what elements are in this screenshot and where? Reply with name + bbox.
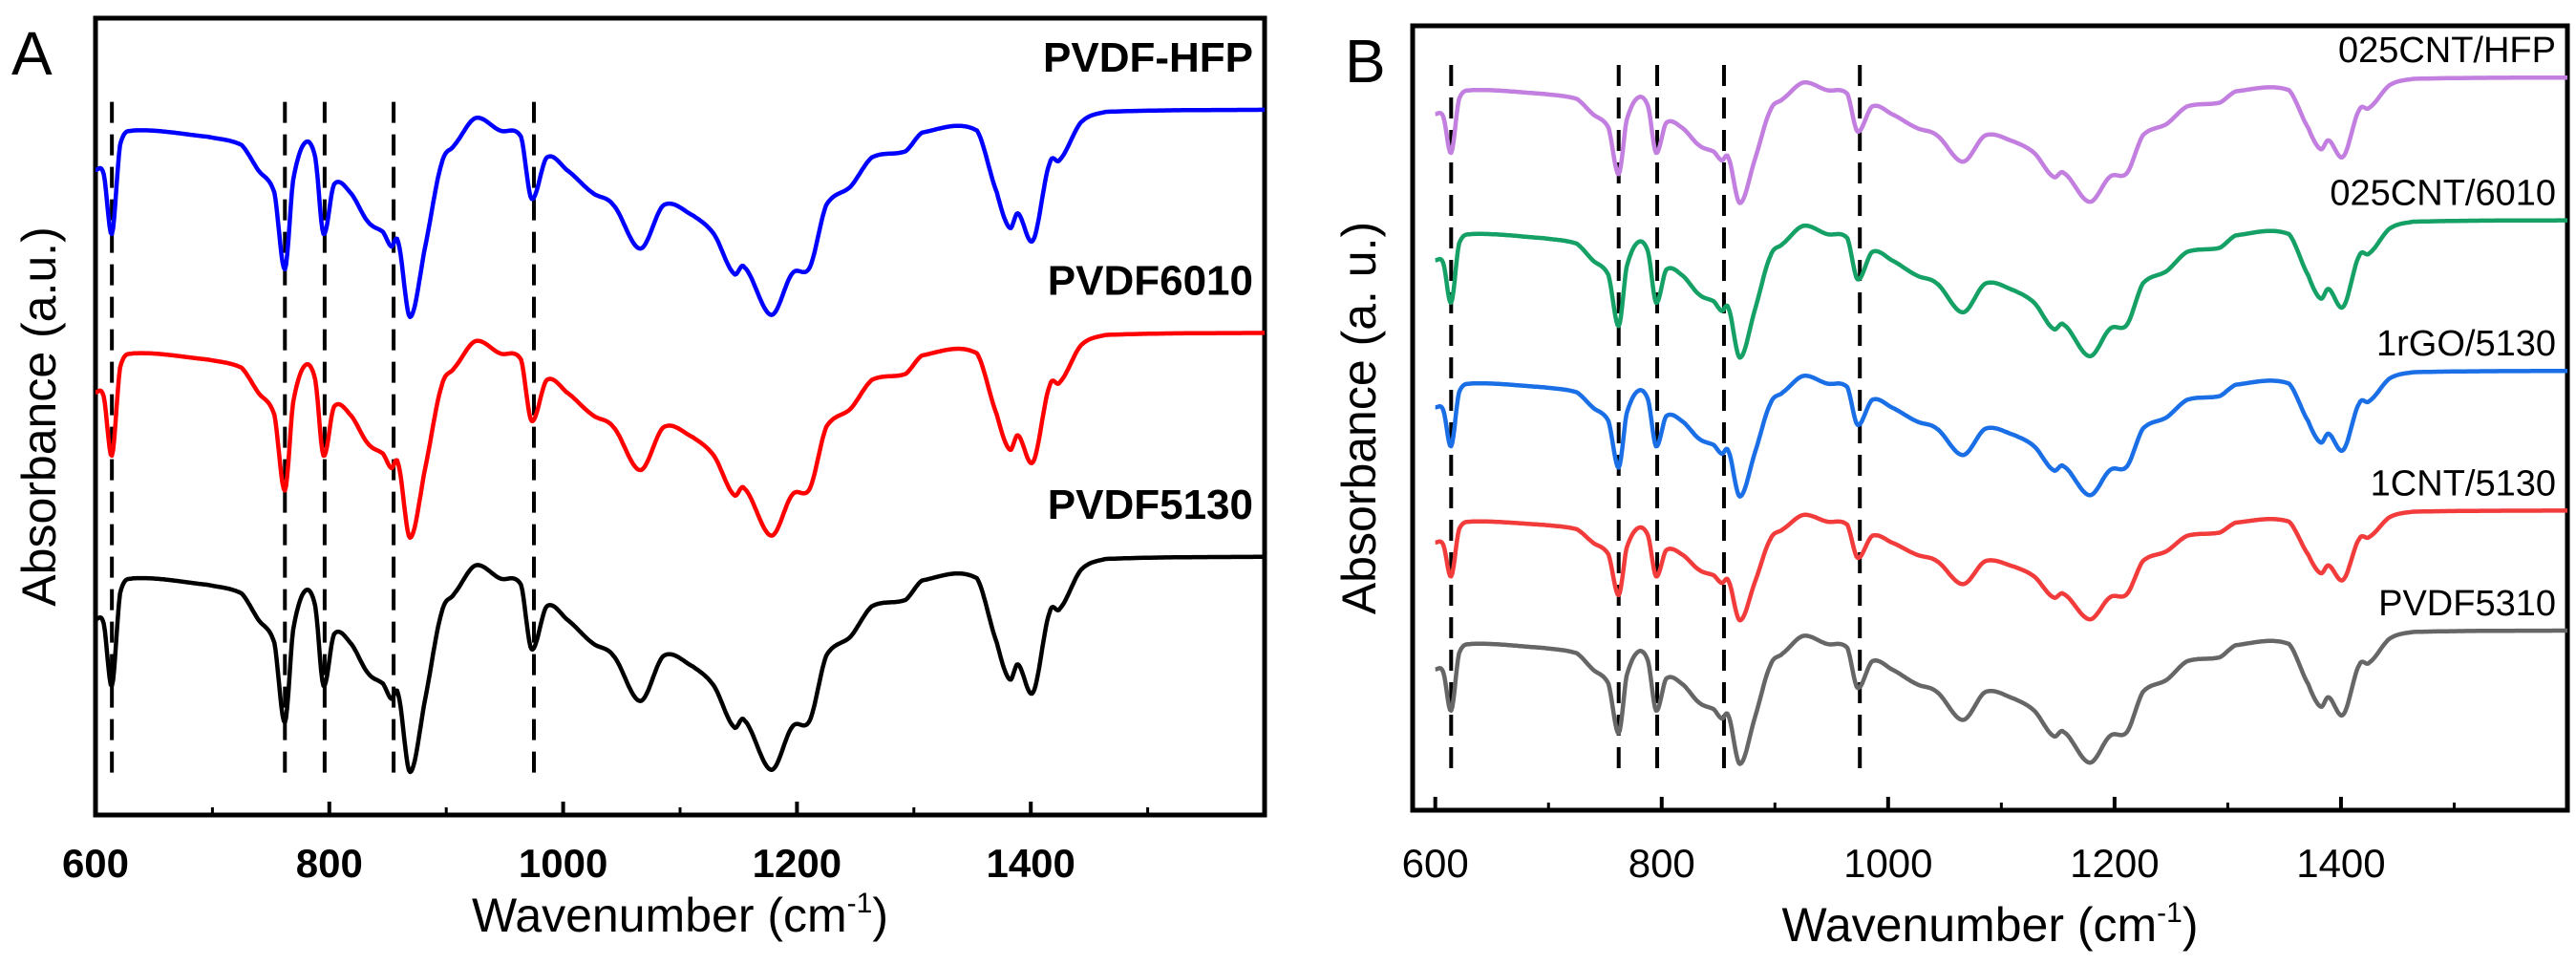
x-tick-label: 1000 [519,841,607,886]
series-line-pvdf5310 [1434,628,2569,766]
series-label: PVDF5310 [2378,584,2556,624]
panel-letter: B [1345,27,1386,96]
x-tick-label: 1200 [2070,841,2159,886]
series-label: PVDF-HFP [1043,34,1253,81]
y-axis-label: Absorbance (a. u.) [1332,222,1386,614]
plot-frame [1410,23,2570,813]
series-line-025cnt-6010 [1434,218,2569,360]
x-tick-label: 1000 [1843,841,1932,886]
panel-b-chart: 025CNT/HFP 025CNT/6010 1rGO/5130 1CNT/5130 P… [1332,23,2570,952]
x-tick-label: 600 [1402,841,1469,886]
x-axis-label-text: Wavenumber (cm [472,889,847,942]
x-axis-label: Wavenumber (cm-1) [472,888,888,942]
y-axis-label: Absorbance (a.u.) [12,226,66,606]
series-line-pvdf-hfp [94,107,1267,320]
series-line-pvdf5130 [94,554,1267,775]
x-tick-label: 800 [1629,841,1695,886]
series-label: PVDF6010 [1048,257,1253,304]
series-line-025cnt-hfp [1434,75,2569,205]
panel-a-chart: PVDF-HFP PVDF6010 PVDF5130 600 800 1000 1200 14… [11,15,1267,942]
x-axis-label-close: ) [872,889,888,942]
x-axis-label-text: Wavenumber (cm [1781,898,2157,952]
x-axis-label-superscript: -1 [847,888,873,919]
series-label: 025CNT/6010 [2330,174,2556,214]
series-label: 1rGO/5130 [2376,324,2556,364]
x-axis-label-close: ) [2182,898,2199,952]
x-tick-label: 1400 [2296,841,2385,886]
x-axis-label: Wavenumber (cm-1) [1781,897,2198,952]
x-tick-label: 600 [62,841,129,886]
series-line-pvdf6010 [94,331,1267,541]
x-tick-label: 1200 [753,841,841,886]
x-axis-label-superscript: -1 [2157,897,2182,929]
plot-frame [93,15,1267,818]
series-line-1rgo-5130 [1434,368,2569,499]
panel-letter: A [11,19,53,88]
x-tick-label: 800 [296,841,363,886]
series-label: PVDF5130 [1048,482,1253,528]
series-label: 025CNT/HFP [2338,31,2556,71]
x-tick-label: 1400 [986,841,1075,886]
series-label: 1CNT/5130 [2371,463,2556,504]
series-line-1cnt-5130 [1434,508,2569,623]
